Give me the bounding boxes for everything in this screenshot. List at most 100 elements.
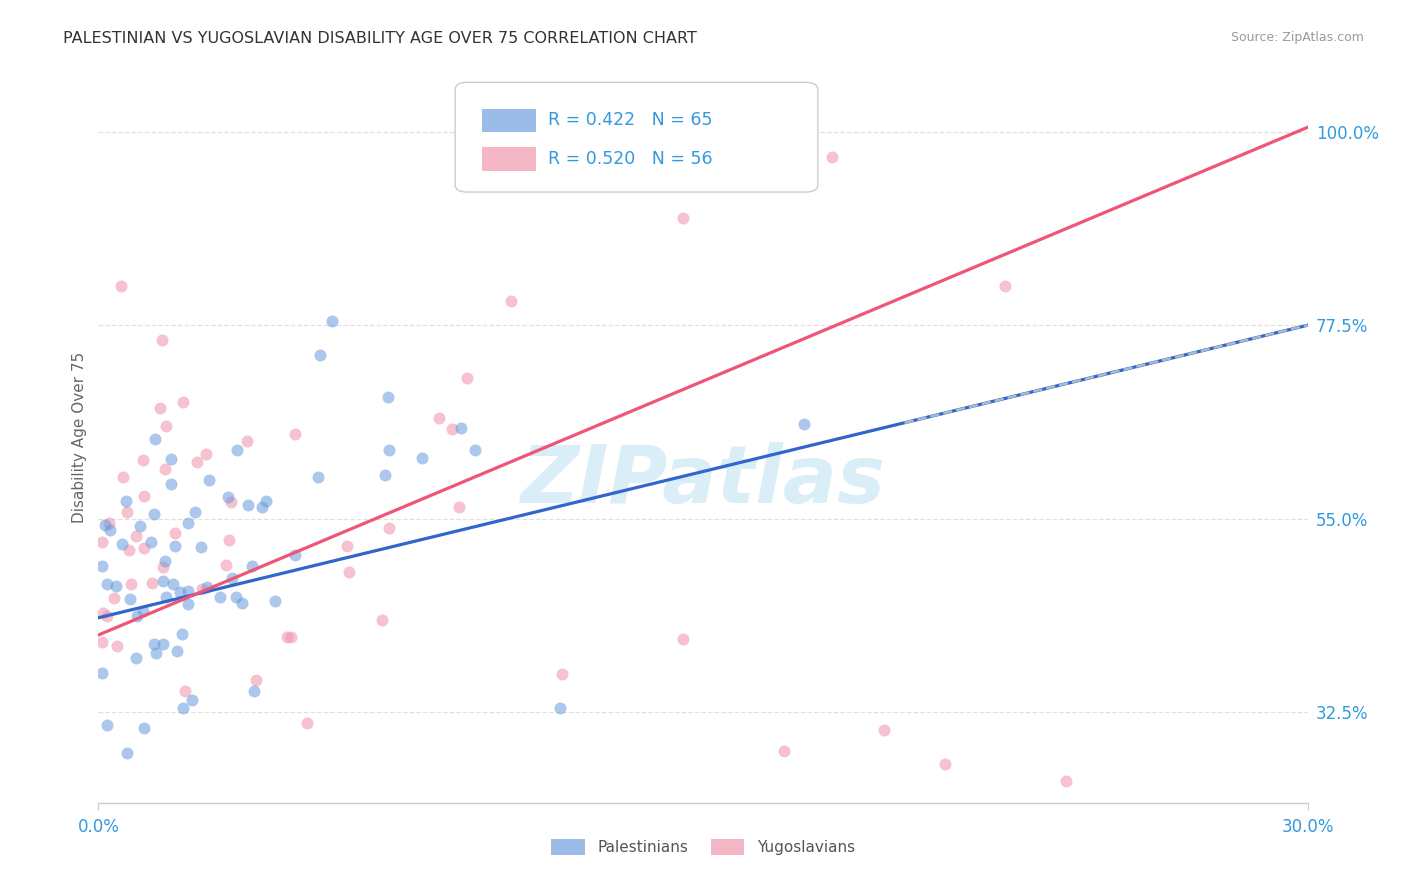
Point bbox=[378, 521, 401, 535]
Point bbox=[105, 639, 128, 653]
Point bbox=[672, 632, 695, 647]
Text: ZIPatlas: ZIPatlas bbox=[520, 442, 886, 520]
Point bbox=[177, 598, 200, 612]
Point bbox=[245, 673, 267, 687]
Point bbox=[191, 582, 214, 596]
Point bbox=[336, 539, 359, 553]
Point bbox=[152, 559, 174, 574]
Point bbox=[321, 314, 343, 328]
Bar bbox=[482, 109, 536, 132]
Text: Source: ZipAtlas.com: Source: ZipAtlas.com bbox=[1230, 31, 1364, 45]
Point bbox=[217, 490, 239, 504]
Point bbox=[181, 692, 204, 706]
Point bbox=[98, 523, 121, 537]
Point bbox=[141, 576, 163, 591]
Point bbox=[117, 542, 139, 557]
Point bbox=[115, 505, 138, 519]
Point bbox=[280, 630, 302, 644]
Point bbox=[162, 576, 184, 591]
Point bbox=[195, 580, 218, 594]
Point bbox=[120, 591, 142, 606]
Point bbox=[1054, 774, 1077, 789]
Point bbox=[374, 467, 396, 482]
Point bbox=[254, 493, 277, 508]
Point bbox=[276, 631, 298, 645]
Point bbox=[125, 651, 148, 665]
Point bbox=[152, 637, 174, 651]
Point bbox=[155, 419, 177, 434]
Point bbox=[172, 701, 194, 715]
Point bbox=[198, 473, 221, 487]
Point bbox=[591, 142, 613, 156]
Point bbox=[464, 442, 486, 457]
Point bbox=[132, 541, 155, 555]
Point bbox=[307, 469, 329, 483]
Bar bbox=[482, 147, 536, 171]
Point bbox=[91, 635, 114, 649]
Point bbox=[112, 470, 135, 484]
Point bbox=[163, 525, 186, 540]
Point bbox=[155, 590, 177, 604]
Point bbox=[218, 533, 240, 548]
Point bbox=[149, 401, 172, 416]
Point bbox=[172, 395, 194, 409]
Y-axis label: Disability Age Over 75: Disability Age Over 75 bbox=[72, 351, 87, 523]
Point bbox=[793, 417, 815, 432]
Point bbox=[499, 294, 522, 309]
Text: R = 0.422   N = 65: R = 0.422 N = 65 bbox=[548, 112, 713, 129]
Point bbox=[127, 609, 149, 624]
Point bbox=[449, 500, 471, 515]
Point bbox=[219, 494, 242, 508]
Point bbox=[132, 721, 155, 735]
Point bbox=[821, 150, 844, 164]
Point bbox=[337, 565, 360, 579]
Point bbox=[456, 370, 478, 384]
Point bbox=[934, 757, 956, 772]
Point bbox=[172, 627, 194, 641]
Point bbox=[134, 489, 156, 503]
Point bbox=[873, 723, 896, 737]
Point bbox=[295, 715, 318, 730]
Point bbox=[371, 613, 394, 627]
Point bbox=[235, 434, 257, 448]
Point bbox=[96, 608, 118, 623]
Point bbox=[441, 421, 464, 435]
Point bbox=[264, 594, 287, 608]
Legend: Palestinians, Yugoslavians: Palestinians, Yugoslavians bbox=[546, 833, 860, 861]
Point bbox=[104, 579, 127, 593]
Point bbox=[142, 507, 165, 521]
Point bbox=[91, 606, 114, 620]
Point bbox=[284, 427, 307, 442]
Point bbox=[150, 333, 173, 347]
Point bbox=[117, 747, 139, 761]
Text: PALESTINIAN VS YUGOSLAVIAN DISABILITY AGE OVER 75 CORRELATION CHART: PALESTINIAN VS YUGOSLAVIAN DISABILITY AG… bbox=[63, 31, 697, 46]
Point bbox=[772, 744, 794, 758]
Point bbox=[145, 646, 167, 660]
Point bbox=[143, 432, 166, 446]
Point bbox=[152, 574, 174, 588]
Point bbox=[221, 571, 243, 585]
Point bbox=[183, 505, 205, 519]
Point bbox=[231, 596, 253, 610]
Point bbox=[111, 537, 134, 551]
Point bbox=[240, 558, 263, 573]
Point bbox=[243, 684, 266, 698]
Point bbox=[548, 701, 571, 715]
Point bbox=[128, 519, 150, 533]
Point bbox=[91, 535, 114, 549]
Point bbox=[411, 450, 433, 465]
Point bbox=[94, 517, 117, 532]
Point bbox=[153, 553, 176, 567]
Point bbox=[177, 516, 200, 530]
Point bbox=[174, 684, 197, 698]
Point bbox=[155, 461, 177, 475]
Point bbox=[139, 535, 162, 549]
Point bbox=[115, 494, 138, 508]
Point bbox=[120, 577, 142, 591]
Text: R = 0.520   N = 56: R = 0.520 N = 56 bbox=[548, 150, 713, 168]
Point bbox=[96, 577, 118, 591]
Point bbox=[378, 442, 401, 457]
Point bbox=[186, 455, 208, 469]
Point bbox=[132, 603, 155, 617]
Point bbox=[166, 644, 188, 658]
